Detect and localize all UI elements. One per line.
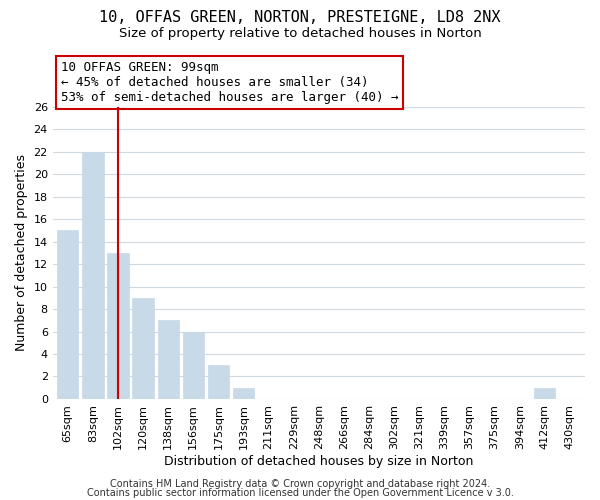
X-axis label: Distribution of detached houses by size in Norton: Distribution of detached houses by size … xyxy=(164,454,473,468)
Bar xyxy=(158,320,179,399)
Text: Contains public sector information licensed under the Open Government Licence v : Contains public sector information licen… xyxy=(86,488,514,498)
Bar xyxy=(107,253,128,399)
Bar xyxy=(82,152,104,399)
Bar xyxy=(208,366,229,399)
Bar xyxy=(534,388,556,399)
Bar xyxy=(57,230,79,399)
Text: 10 OFFAS GREEN: 99sqm
← 45% of detached houses are smaller (34)
53% of semi-deta: 10 OFFAS GREEN: 99sqm ← 45% of detached … xyxy=(61,61,398,104)
Bar xyxy=(182,332,204,399)
Bar xyxy=(233,388,254,399)
Bar xyxy=(133,298,154,399)
Text: Size of property relative to detached houses in Norton: Size of property relative to detached ho… xyxy=(119,28,481,40)
Text: 10, OFFAS GREEN, NORTON, PRESTEIGNE, LD8 2NX: 10, OFFAS GREEN, NORTON, PRESTEIGNE, LD8… xyxy=(99,10,501,25)
Y-axis label: Number of detached properties: Number of detached properties xyxy=(15,154,28,352)
Text: Contains HM Land Registry data © Crown copyright and database right 2024.: Contains HM Land Registry data © Crown c… xyxy=(110,479,490,489)
